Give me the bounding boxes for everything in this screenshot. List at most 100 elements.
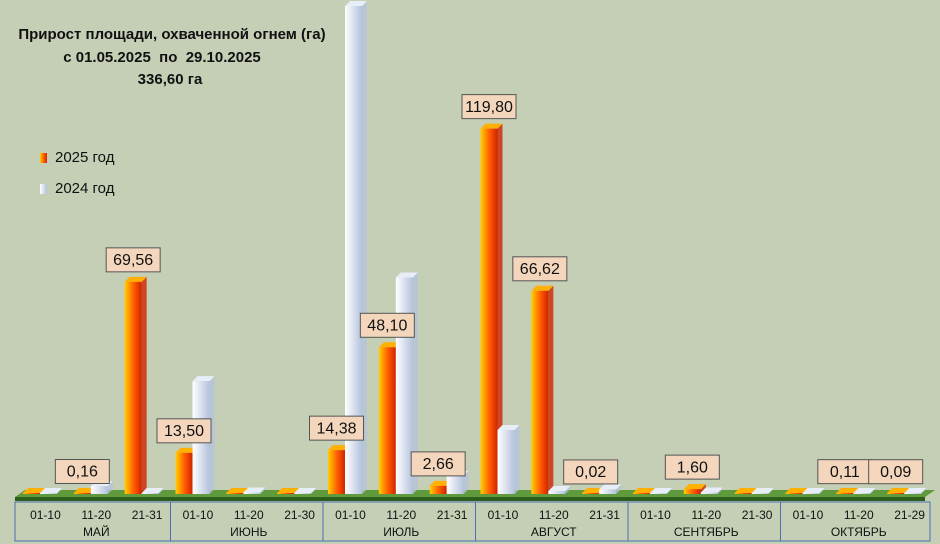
x-tick-label: 11-20 bbox=[234, 508, 264, 522]
bar-side bbox=[158, 488, 164, 494]
bar-top bbox=[429, 480, 452, 486]
bar bbox=[700, 487, 723, 494]
bar-front bbox=[734, 493, 752, 494]
data-label-box bbox=[309, 415, 364, 441]
bar-top bbox=[192, 376, 215, 382]
group-label: АВГУСТ bbox=[531, 525, 577, 539]
bar-front bbox=[277, 493, 295, 494]
bar-top bbox=[124, 276, 147, 282]
bar-front bbox=[548, 490, 566, 494]
data-label-box bbox=[563, 459, 619, 485]
bar-side bbox=[141, 276, 147, 494]
x-tick-label: 11-20 bbox=[386, 508, 416, 522]
data-label: 13,50 bbox=[164, 423, 204, 440]
axis-table bbox=[14, 501, 931, 542]
data-label-box bbox=[512, 256, 568, 282]
bar-front bbox=[429, 485, 447, 494]
bar-front bbox=[294, 493, 312, 494]
legend-label: 2025 год bbox=[55, 149, 115, 166]
bar bbox=[650, 488, 672, 494]
x-tick-label: 01-10 bbox=[30, 508, 61, 522]
chart-subtitle: с 01.05.2025 по 29.10.2025 bbox=[63, 49, 261, 66]
x-tick-label: 01-10 bbox=[640, 508, 671, 522]
bar bbox=[904, 488, 927, 494]
bar-side bbox=[362, 1, 367, 494]
bar-front bbox=[243, 492, 261, 494]
bar bbox=[124, 276, 147, 494]
bar-front bbox=[751, 493, 769, 494]
bar-side bbox=[514, 424, 520, 494]
data-label: 0,11 bbox=[830, 464, 860, 481]
bar-front bbox=[582, 493, 600, 494]
floor-edge bbox=[15, 497, 925, 501]
bar-front bbox=[683, 489, 701, 494]
bar-top bbox=[141, 488, 164, 493]
x-tick-label: 21-29 bbox=[894, 508, 925, 522]
bar-side bbox=[548, 285, 554, 494]
data-label: 69,56 bbox=[113, 252, 153, 269]
bar-front bbox=[395, 277, 413, 494]
bar bbox=[853, 488, 876, 494]
bar-front bbox=[700, 492, 718, 494]
bar-front bbox=[90, 486, 108, 494]
bar-top bbox=[378, 342, 401, 348]
legend-label: 2024 год bbox=[55, 180, 115, 197]
data-label: 0,02 bbox=[575, 464, 606, 481]
bar-top bbox=[480, 123, 503, 129]
bar-front bbox=[904, 493, 922, 494]
bar-side bbox=[768, 488, 774, 494]
bar-top bbox=[853, 488, 876, 493]
bar-top bbox=[887, 488, 910, 493]
x-tick-label: 21-30 bbox=[742, 508, 773, 522]
bar-front bbox=[650, 493, 667, 494]
data-label: 2,66 bbox=[423, 456, 454, 473]
bar-top bbox=[40, 488, 62, 493]
data-label: 14,38 bbox=[316, 420, 356, 437]
bar-top bbox=[904, 488, 927, 493]
legend-swatch bbox=[40, 184, 47, 194]
bar-side bbox=[717, 487, 723, 494]
chart-total: 336,60 га bbox=[138, 71, 203, 88]
bar-front bbox=[345, 6, 362, 494]
bar bbox=[294, 488, 317, 494]
group-label: ИЮЛЬ bbox=[383, 525, 419, 539]
bar-front bbox=[328, 450, 345, 494]
bar-side bbox=[209, 376, 215, 494]
data-label-box bbox=[105, 247, 161, 273]
bar bbox=[480, 123, 503, 495]
bar-front bbox=[446, 475, 464, 494]
bar-side bbox=[565, 485, 571, 494]
bar-top bbox=[175, 447, 198, 453]
bar-front bbox=[23, 493, 40, 494]
bar bbox=[548, 485, 571, 494]
bar-top bbox=[23, 488, 45, 493]
bar bbox=[599, 484, 622, 494]
bar bbox=[531, 285, 554, 494]
bar-top bbox=[836, 488, 859, 493]
bar-side bbox=[497, 123, 503, 495]
bar bbox=[751, 488, 774, 494]
data-label-box bbox=[410, 451, 466, 477]
bar-front bbox=[480, 128, 498, 495]
x-tick-label: 21-31 bbox=[437, 508, 468, 522]
bar-front bbox=[836, 493, 854, 494]
bar-side bbox=[616, 484, 622, 494]
bar-side bbox=[921, 488, 927, 494]
bar-top bbox=[700, 487, 723, 493]
data-label: 119,80 bbox=[465, 99, 513, 116]
x-tick-label: 01-10 bbox=[793, 508, 824, 522]
bar-top bbox=[599, 484, 622, 490]
bar-top bbox=[785, 488, 808, 493]
bar-front bbox=[124, 281, 142, 494]
bar-front bbox=[497, 429, 515, 494]
bar-front bbox=[633, 493, 650, 494]
bar-front bbox=[785, 493, 803, 494]
x-tick-label: 11-20 bbox=[81, 508, 111, 522]
data-label-box bbox=[461, 94, 517, 120]
group-label: ИЮНЬ bbox=[230, 525, 267, 539]
bar-side bbox=[57, 488, 62, 494]
data-label: 48,10 bbox=[367, 318, 407, 335]
bar-top bbox=[734, 488, 757, 493]
bar bbox=[497, 424, 520, 494]
